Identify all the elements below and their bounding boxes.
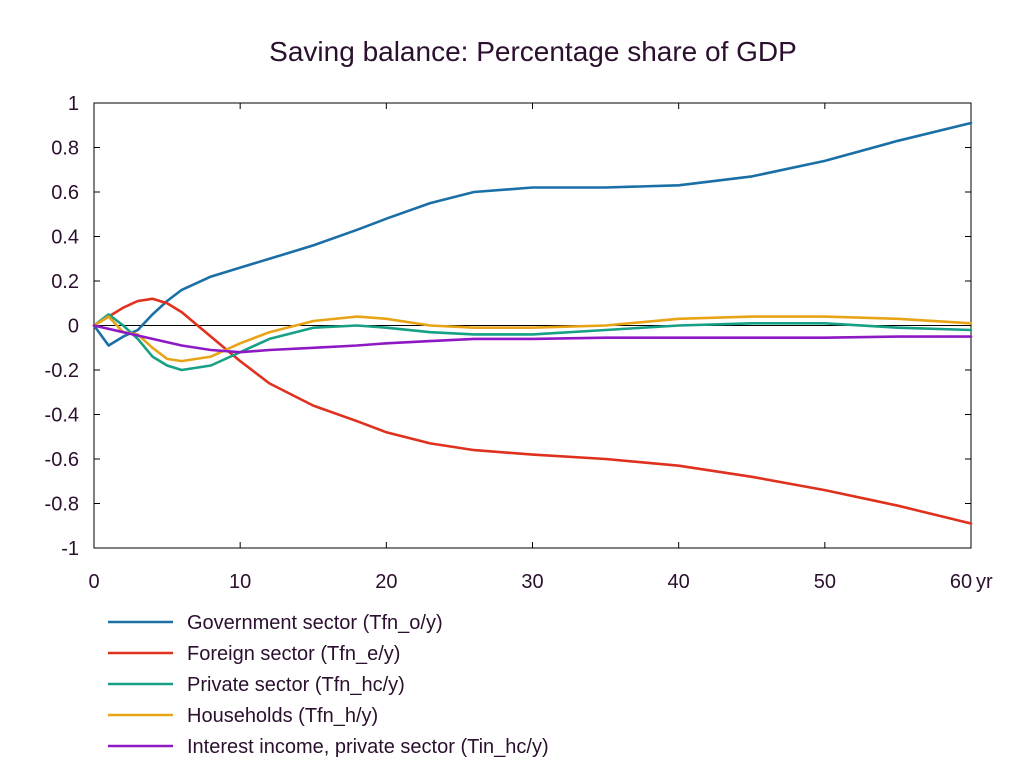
legend: Government sector (Tfn_o/y) Foreign secto… [108, 612, 549, 758]
x-tick-label: 40 [668, 571, 690, 593]
y-tick-label: 0 [68, 316, 79, 338]
legend-label: Foreign sector (Tfn_e/y) [187, 643, 400, 665]
y-tick-label: 0.8 [51, 138, 79, 160]
y-tick-label: 1 [68, 93, 79, 115]
x-unit-label: yr [976, 571, 993, 593]
series-line-5 [92, 324, 973, 354]
series-line-4 [92, 315, 973, 363]
y-tick-label: 0.4 [51, 227, 79, 249]
legend-label: Private sector (Tfn_hc/y) [187, 674, 405, 696]
legend-label: Households (Tfn_h/y) [187, 705, 378, 727]
y-tick-label: 0.2 [51, 271, 79, 293]
series-line-2 [92, 297, 973, 525]
y-tick-label: -0.4 [45, 405, 79, 427]
y-tick-label: -0.2 [45, 360, 79, 382]
series-line-1 [92, 121, 973, 347]
y-tick-label: 0.6 [51, 182, 79, 204]
x-tick-label: 10 [229, 571, 251, 593]
y-tick-label: -0.6 [45, 449, 79, 471]
x-tick-label: 60 [950, 571, 972, 593]
x-tick-label: 50 [814, 571, 836, 593]
y-tick-label: -0.8 [45, 494, 79, 516]
series-line-3 [92, 313, 973, 372]
x-tick-label: 30 [521, 571, 543, 593]
x-tick-label: 20 [375, 571, 397, 593]
legend-label: Government sector (Tfn_o/y) [187, 612, 443, 634]
plot-area: 1 0.8 0.6 0.4 0.2 0 -0.2 -0.4 -0.6 -0.8 -1 0 10 20 30 4… [45, 93, 993, 593]
legend-label: Interest income, private sector (Tin_hc/… [187, 736, 549, 758]
y-tick-label: -1 [61, 538, 79, 560]
chart-title: Saving balance: Percentage share of GDP [269, 36, 797, 67]
x-tick-label: 0 [88, 571, 99, 593]
